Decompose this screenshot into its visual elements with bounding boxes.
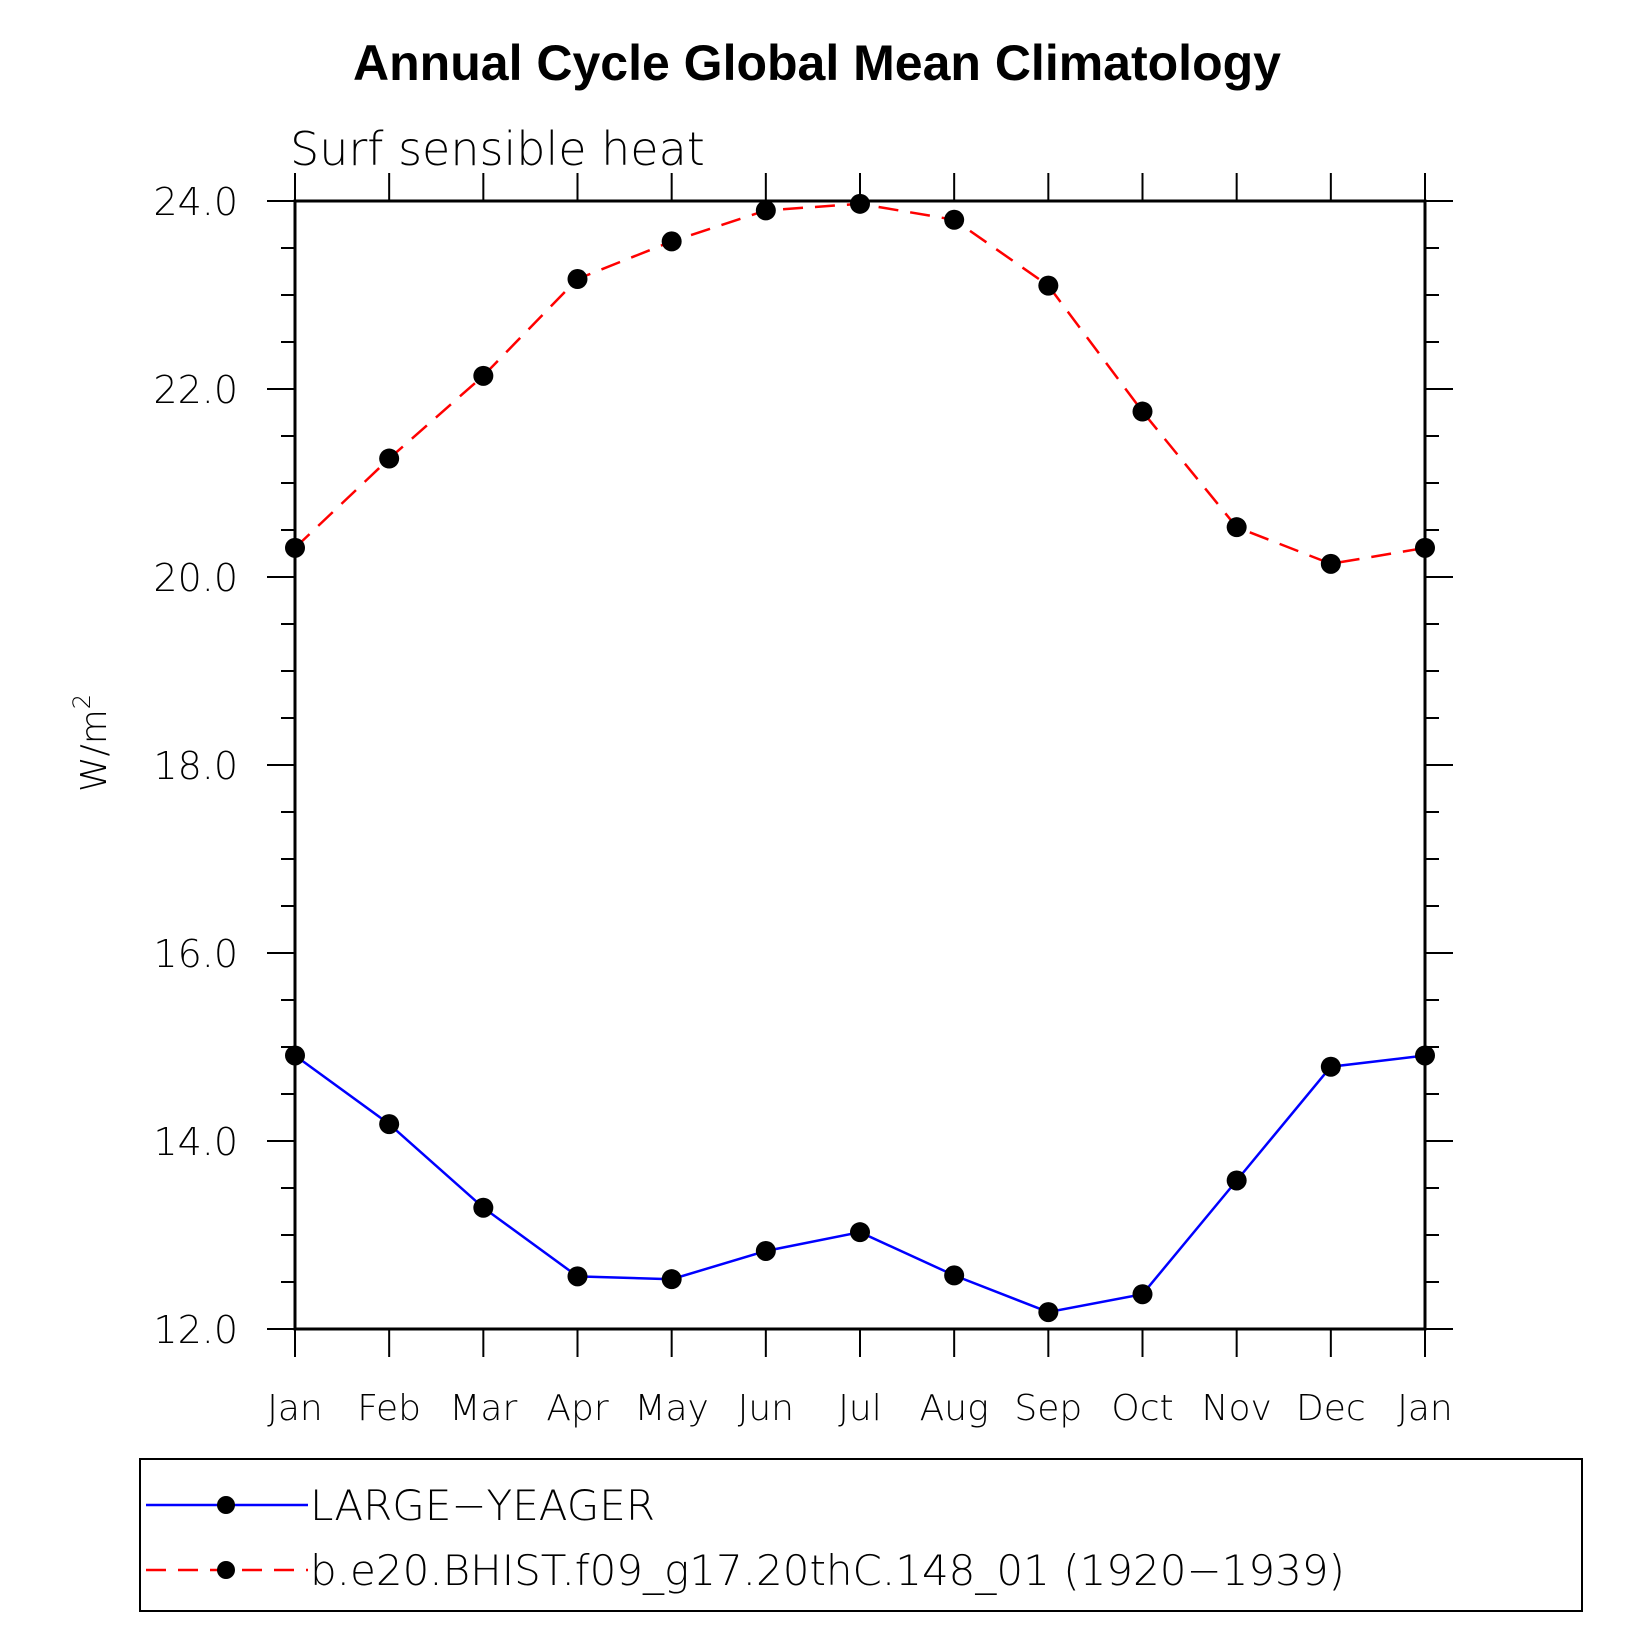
legend-marker-large-yeager xyxy=(217,1496,235,1514)
x-tick-label: Apr xyxy=(546,1388,608,1429)
x-tick-label: May xyxy=(634,1388,708,1429)
series-1-point xyxy=(661,231,682,252)
y-tick-label: 12.0 xyxy=(153,1308,238,1352)
series-1-point xyxy=(1038,275,1059,296)
legend: LARGE−YEAGER b.e20.BHIST.f09_g17.20thC.1… xyxy=(139,1458,1583,1612)
series-1-point xyxy=(379,448,400,469)
legend-box xyxy=(139,1458,1583,1612)
series-0-point xyxy=(1226,1170,1247,1191)
y-tick-label: 24.0 xyxy=(153,180,238,224)
series-1-point xyxy=(755,200,776,221)
x-tick-label: Aug xyxy=(920,1388,989,1429)
y-axis-label: W/m xyxy=(74,709,115,792)
x-tick-label: Dec xyxy=(1296,1388,1366,1429)
series-0-point xyxy=(1132,1284,1153,1305)
x-tick-label: Jan xyxy=(1397,1388,1453,1429)
series-1-point xyxy=(1226,517,1247,538)
x-tick-label: Jul xyxy=(838,1388,881,1429)
x-tick-label: Jan xyxy=(267,1388,323,1429)
series-1-point xyxy=(1320,553,1341,574)
legend-label-bhist: b.e20.BHIST.f09_g17.20thC.148_01 (1920−1… xyxy=(310,1546,1345,1595)
series-0-point xyxy=(1320,1056,1341,1077)
y-tick-label: 14.0 xyxy=(153,1120,238,1164)
x-tick-label: Jun xyxy=(738,1388,794,1429)
x-tick-label: Oct xyxy=(1111,1388,1173,1429)
series-0-point xyxy=(850,1222,870,1243)
series-0-point xyxy=(661,1269,682,1290)
y-tick-label: 16.0 xyxy=(153,932,238,976)
x-tick-label: Sep xyxy=(1014,1388,1082,1429)
plot-frame xyxy=(293,199,1427,1331)
series-0-point xyxy=(944,1265,965,1286)
series-1-point xyxy=(567,269,588,290)
x-tick-label: Nov xyxy=(1202,1388,1272,1429)
series-0-point xyxy=(755,1240,776,1261)
chart-title: Annual Cycle Global Mean Climatology xyxy=(353,35,1281,91)
x-tick-labels: Jan Feb Mar Apr May Jun Jul Aug Sep Oct Nov Dec Jan xyxy=(267,1388,1453,1429)
y-tick-label: 20.0 xyxy=(153,556,238,600)
y-axis-title: W/m2 xyxy=(68,694,115,792)
series-layer xyxy=(285,193,1435,1323)
series-0-point xyxy=(567,1266,588,1287)
x-tick-label: Feb xyxy=(357,1388,421,1429)
axis-ticks xyxy=(267,173,1453,1357)
y-tick-label: 22.0 xyxy=(153,368,238,412)
series-1-point xyxy=(473,365,494,386)
series-1-point xyxy=(850,193,870,214)
x-tick-label: Mar xyxy=(449,1388,517,1429)
svg-text:W/m2: W/m2 xyxy=(68,694,115,792)
series-0-point xyxy=(473,1197,494,1218)
y-tick-labels: 12.0 14.0 16.0 18.0 20.0 22.0 24.0 xyxy=(153,180,238,1352)
legend-marker-bhist xyxy=(217,1561,235,1579)
y-tick-label: 18.0 xyxy=(153,744,238,788)
series-line-1 xyxy=(294,202,1426,566)
series-0-point xyxy=(379,1114,400,1135)
series-1-point xyxy=(1132,401,1153,422)
legend-label-large-yeager: LARGE−YEAGER xyxy=(310,1481,655,1530)
y-axis-label-superscript: 2 xyxy=(68,694,96,709)
series-1-point xyxy=(944,209,965,230)
series-line-0 xyxy=(294,1054,1426,1314)
series-0-point xyxy=(1038,1302,1059,1323)
chart-subtitle: Surf sensible heat xyxy=(290,122,705,176)
